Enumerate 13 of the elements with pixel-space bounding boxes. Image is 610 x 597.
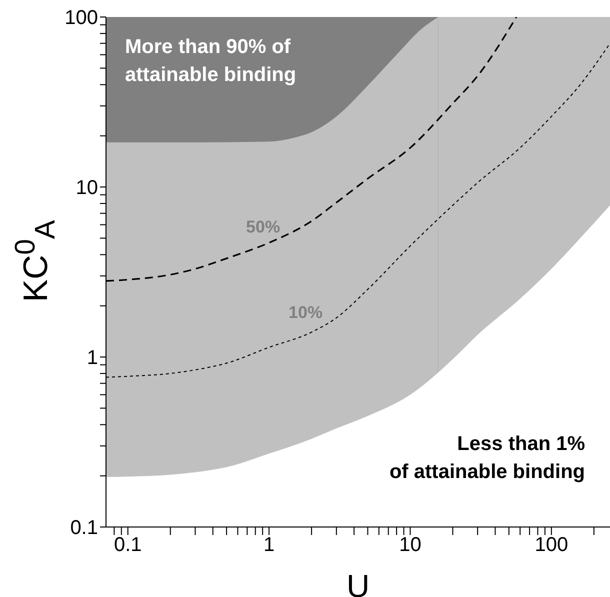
x-tick-label: 0.1 [114,534,142,556]
x-tick-label: 10 [399,534,422,556]
y-tick-label: 10 [76,177,98,200]
x-axis-title: U [346,568,370,597]
annotation: Less than 1% of attainable binding [389,432,585,485]
y-tick-label: 1 [86,347,98,370]
x-tick-label: 1 [263,534,275,556]
y-tick-label: 100 [64,7,98,30]
series-label: 10% [288,303,323,322]
y-tick-label: 0.1 [70,517,98,540]
x-tick-label: 100 [534,534,568,556]
series-label: 50% [246,218,280,237]
annotation: More than 90% of attainable binding [125,35,296,88]
